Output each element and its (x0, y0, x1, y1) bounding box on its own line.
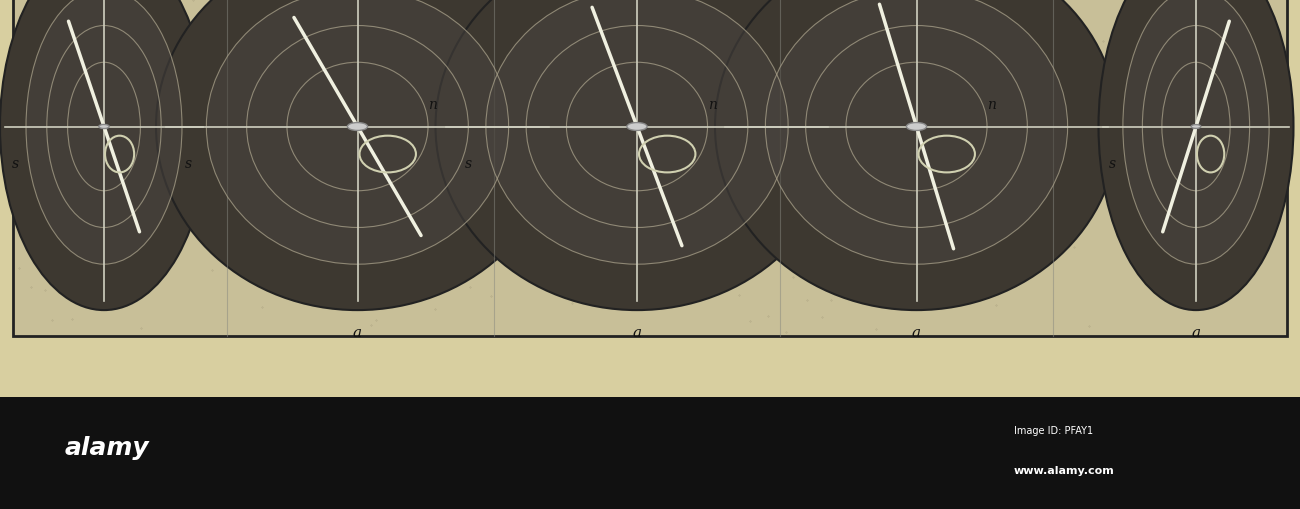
Ellipse shape (766, 0, 1067, 265)
Ellipse shape (156, 0, 559, 310)
Circle shape (627, 123, 647, 131)
Ellipse shape (0, 0, 208, 310)
Circle shape (99, 125, 109, 129)
Ellipse shape (715, 0, 1118, 310)
Bar (13, 0, 1287, 336)
Ellipse shape (1123, 0, 1269, 265)
Text: n: n (987, 98, 996, 112)
Text: alamy: alamy (65, 435, 150, 460)
Text: a: a (352, 326, 363, 340)
Ellipse shape (486, 0, 788, 265)
Text: www.alamy.com: www.alamy.com (1014, 465, 1115, 475)
Text: Image ID: PFAY1: Image ID: PFAY1 (1014, 426, 1093, 436)
Text: s: s (12, 157, 18, 171)
Text: s: s (464, 157, 472, 171)
Text: a: a (632, 326, 642, 340)
Text: a: a (1191, 326, 1201, 340)
Ellipse shape (1098, 0, 1294, 310)
Ellipse shape (436, 0, 838, 310)
Text: a: a (911, 326, 922, 340)
Text: s: s (1109, 157, 1115, 171)
Circle shape (347, 123, 368, 131)
Circle shape (906, 123, 927, 131)
Text: s: s (185, 157, 192, 171)
Text: n: n (707, 98, 716, 112)
Ellipse shape (26, 0, 182, 265)
Text: n: n (428, 98, 437, 112)
Bar (0, 397, 1300, 509)
Circle shape (1191, 125, 1201, 129)
Ellipse shape (207, 0, 508, 265)
